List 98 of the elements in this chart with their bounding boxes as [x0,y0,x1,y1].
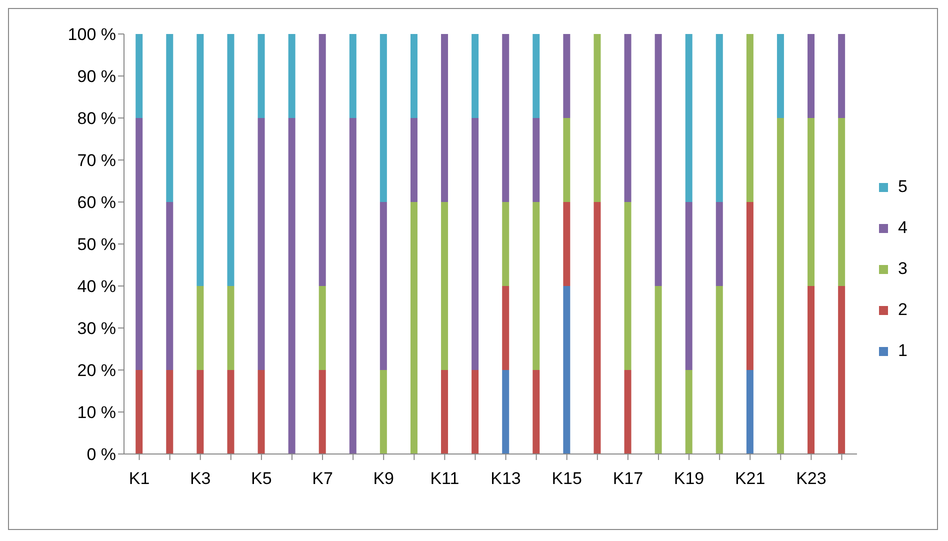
bar [288,34,296,118]
y-tick-label: 40 % [77,277,116,296]
bar [380,370,387,454]
x-tick-label: K9 [373,469,394,488]
legend-label: 2 [898,300,908,320]
bar [838,286,846,454]
bar [318,34,326,286]
y-tick-label: 50 % [77,235,116,254]
bar [502,34,510,202]
legend-label: 4 [898,218,908,238]
y-tick-label: 60 % [77,193,116,212]
bar [808,34,815,118]
legend-label: 1 [898,341,908,361]
bar [624,370,632,454]
bar [227,286,234,370]
bar [258,118,265,370]
x-tick-label: K19 [674,469,704,488]
bar [288,118,296,454]
bar [472,118,479,370]
x-tick-label: K1 [128,469,150,488]
bar [318,286,326,370]
bar [776,34,784,118]
bar [196,286,204,370]
x-tick-label: K5 [251,469,272,488]
bar [410,118,418,202]
bar [563,34,570,118]
bar [624,34,632,202]
y-tick-label: 70 % [77,151,116,170]
bar [349,34,356,118]
bar [349,118,356,454]
bar [441,34,448,202]
x-tick-label: K15 [552,469,582,488]
y-tick-label: 90 % [77,67,116,86]
bar [441,202,448,370]
bar [441,370,448,454]
x-tick-label: K11 [430,469,460,488]
bar [532,34,540,118]
bar [532,202,540,370]
bar [685,370,692,454]
bar [746,370,754,454]
bar [410,202,418,454]
bar [594,34,601,202]
bar [685,34,692,202]
bar [380,202,387,370]
bar [502,370,510,454]
bar [196,34,204,286]
bar [410,34,418,118]
bar [685,202,692,370]
bar [472,34,479,118]
bar [502,202,510,286]
bar [227,34,234,286]
bar [472,370,479,454]
bar [166,370,174,454]
x-tick-label: K7 [312,469,333,488]
bar [380,34,387,202]
bar [196,370,204,454]
bar [716,286,723,454]
bar [563,202,570,286]
legend-label: 5 [898,177,908,197]
bar [654,34,662,286]
bar [166,202,174,370]
bar [502,286,510,370]
y-tick-label: 20 % [77,361,116,380]
bar [318,370,326,454]
bar [532,370,540,454]
x-tick-label: K17 [612,469,644,488]
bar [594,202,601,454]
bar [808,286,815,454]
y-tick-label: 10 % [77,403,116,422]
bar [624,202,632,370]
x-tick-label: K3 [190,469,211,488]
bar [136,118,143,370]
x-tick-label: K13 [490,469,521,488]
bar [808,118,815,286]
bar [258,34,265,118]
bar [563,286,570,454]
bar [166,34,174,202]
y-tick-label: 0 % [86,445,116,464]
legend-label: 3 [898,259,908,279]
bar [716,34,723,202]
y-tick-label: 30 % [77,319,116,338]
bar [716,202,723,286]
bar [136,370,143,454]
bar [746,202,754,370]
y-tick-label: 80 % [77,109,116,128]
bar [136,34,143,118]
bar [654,286,662,454]
bar [838,34,846,118]
bar [532,118,540,202]
bar [227,370,234,454]
bar [838,118,846,286]
y-tick-label: 100 % [68,25,116,44]
bar [563,118,570,202]
bar [258,370,265,454]
x-tick-label: K21 [734,469,766,488]
x-tick-label: K23 [796,469,826,488]
bar [746,34,754,202]
bar [776,118,784,454]
